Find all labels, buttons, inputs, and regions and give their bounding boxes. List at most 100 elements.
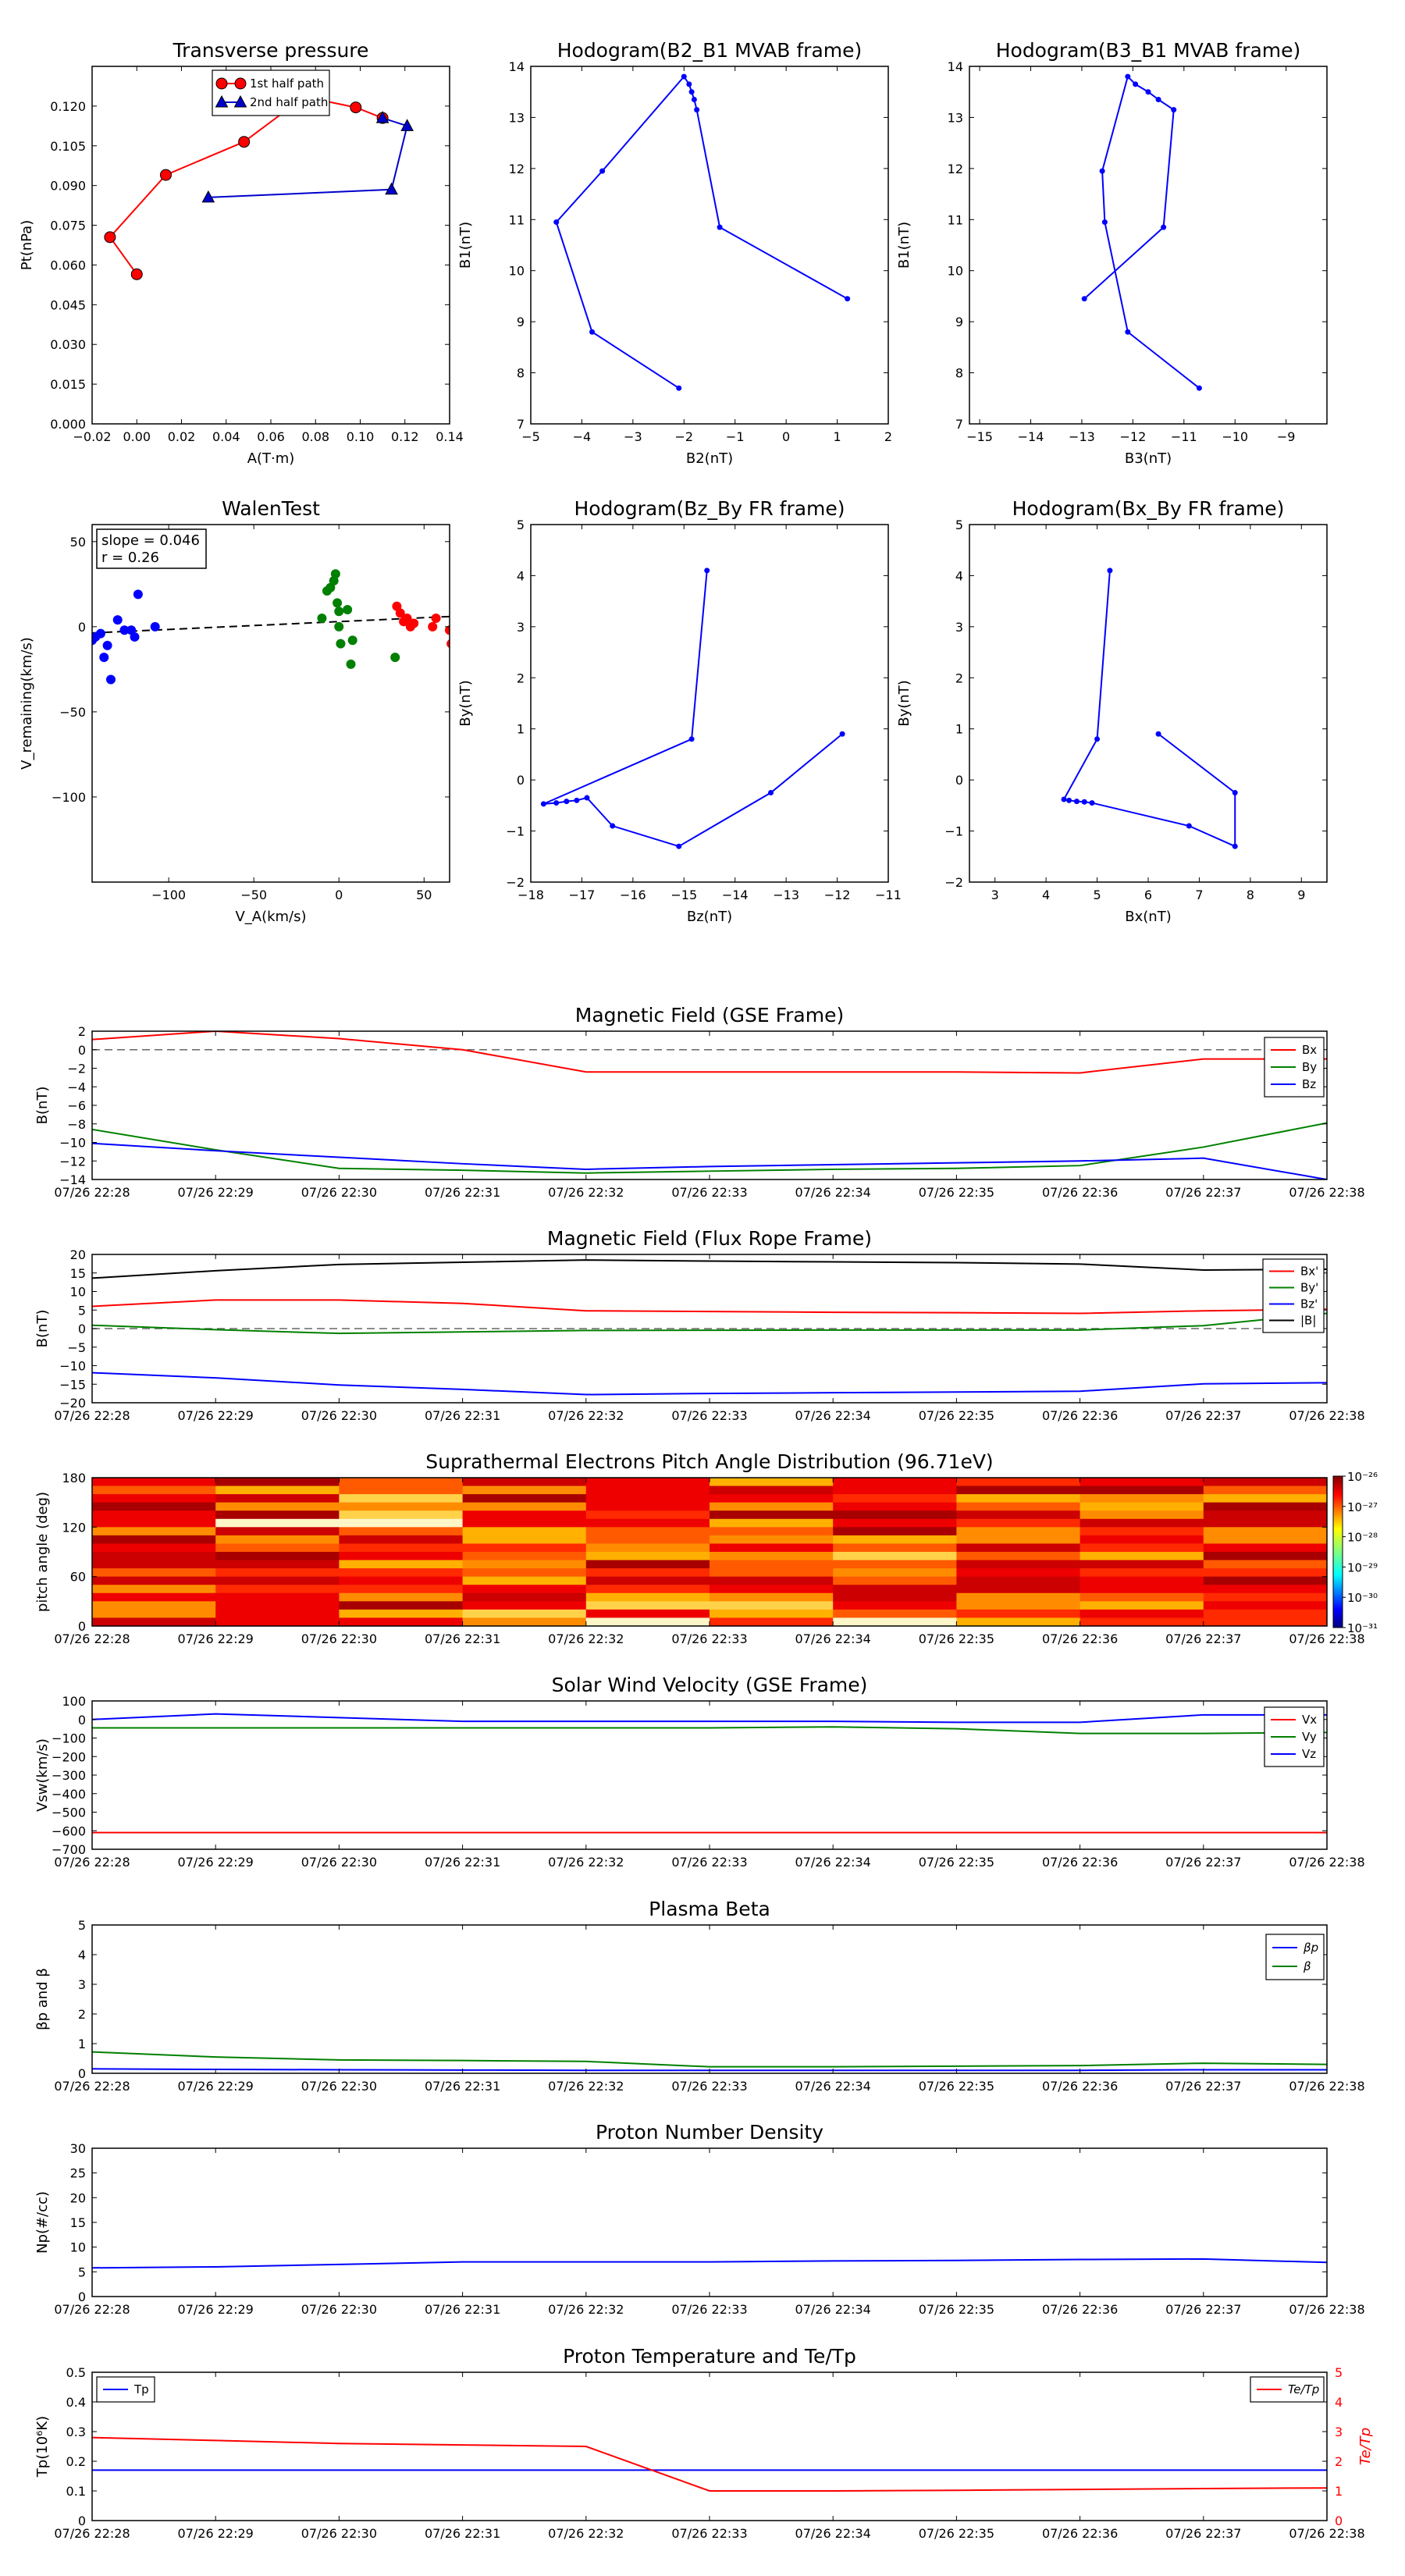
y-axis-label: Pt(nPa) bbox=[19, 220, 35, 270]
y-axis-label: Vsw(km/s) bbox=[34, 1738, 51, 1812]
data-point bbox=[390, 653, 400, 663]
data-point bbox=[104, 231, 116, 244]
x-tick-label: −12 bbox=[824, 888, 851, 902]
y-right-axis-label: Te/Tp bbox=[1357, 2428, 1374, 2465]
x-tick-label: 07/26 22:37 bbox=[1165, 1408, 1241, 1423]
chart-tp: Transverse pressure −0.02 0.00 0.02 0.04 0.06… bbox=[19, 39, 464, 467]
x-tick-label: 07/26 22:38 bbox=[1289, 1631, 1364, 1646]
x-tick-label: −11 bbox=[1171, 429, 1197, 444]
y-tick-label: 0 bbox=[78, 1619, 86, 1634]
heatmap-cell bbox=[956, 1601, 1081, 1610]
x-tick-label: 07/26 22:29 bbox=[178, 2302, 254, 2317]
x-tick-label: 07/26 22:37 bbox=[1165, 1855, 1241, 1870]
x-tick-label: 07/26 22:31 bbox=[425, 2079, 500, 2094]
y-tick-label: 8 bbox=[517, 366, 525, 381]
y-tick-label: −200 bbox=[52, 1749, 86, 1764]
heatmap-cell bbox=[92, 1527, 216, 1536]
plot-area bbox=[92, 1259, 1327, 1396]
y-tick-label: 15 bbox=[70, 1266, 86, 1281]
heatmap-cell bbox=[1203, 1518, 1328, 1528]
x-tick-label: 07/26 22:28 bbox=[54, 2302, 130, 2317]
chart-title: Hodogram(B2_B1 MVAB frame) bbox=[557, 39, 863, 62]
y-tick-label: 5 bbox=[955, 518, 963, 532]
heatmap-cell bbox=[92, 1568, 216, 1578]
y-tick-label: 9 bbox=[955, 315, 963, 329]
chart-wt: WalenTest −100 −50 0 50 −100 −50 0 50 V_A(km/s) V_… bbox=[19, 497, 450, 925]
heatmap-cell bbox=[833, 1478, 957, 1487]
x-tick-label: −100 bbox=[151, 888, 186, 902]
data-point bbox=[1099, 168, 1105, 174]
heatmap-cell bbox=[710, 1518, 834, 1528]
chart-title: Hodogram(Bz_By FR frame) bbox=[574, 497, 845, 520]
heatmap-cell bbox=[710, 1478, 834, 1487]
heatmap-cell bbox=[92, 1617, 216, 1627]
x-tick-label: −5 bbox=[521, 429, 540, 444]
x-tick-label: 07/26 22:29 bbox=[178, 2526, 254, 2541]
y-tick-label: 0.3 bbox=[66, 2425, 86, 2439]
data-point bbox=[584, 795, 590, 801]
chart-title: Solar Wind Velocity (GSE Frame) bbox=[552, 1674, 868, 1696]
y-tick-label: 7 bbox=[955, 417, 963, 432]
x-tick-label: 0 bbox=[335, 888, 343, 902]
legend-label: 2nd half path bbox=[250, 95, 328, 109]
data-point bbox=[574, 797, 580, 803]
x-tick-label: 0.10 bbox=[347, 429, 375, 444]
plot-frame bbox=[530, 66, 889, 425]
series-line-0 bbox=[92, 2258, 1327, 2269]
data-point bbox=[1186, 823, 1192, 829]
y-tick-label: 0.075 bbox=[50, 219, 86, 233]
chart-mffr: Magnetic Field (Flux Rope Frame) 07/26 22… bbox=[34, 1227, 1365, 1423]
y-tick-label: 11 bbox=[509, 212, 525, 227]
heatmap-cell bbox=[1080, 1485, 1204, 1495]
series-line-Vz bbox=[92, 1713, 1327, 1724]
data-point bbox=[238, 136, 251, 148]
x-tick-label: 07/26 22:29 bbox=[178, 2079, 254, 2094]
y-tick-label: 10 bbox=[948, 264, 963, 279]
heatmap-cell bbox=[215, 1609, 340, 1619]
heatmap-cell bbox=[215, 1592, 340, 1602]
data-point bbox=[400, 119, 414, 131]
x-tick-label: −10 bbox=[1222, 429, 1248, 444]
y-tick-label: −2 bbox=[506, 875, 525, 890]
legend-label: Bz bbox=[1302, 1077, 1316, 1091]
heatmap-cell bbox=[462, 1543, 587, 1553]
heatmap-cell bbox=[215, 1560, 340, 1569]
x-tick-label: 07/26 22:37 bbox=[1165, 2526, 1241, 2541]
x-tick-label: −11 bbox=[875, 888, 902, 902]
series-line-By' bbox=[92, 1312, 1327, 1335]
heatmap-cell bbox=[1080, 1552, 1204, 1561]
x-tick-label: 07/26 22:32 bbox=[548, 2079, 624, 2094]
plot-area bbox=[92, 1713, 1327, 1834]
data-point bbox=[1094, 736, 1101, 742]
y-tick-label: 0.1 bbox=[66, 2484, 86, 2499]
legend-box bbox=[212, 69, 330, 116]
heatmap-cell bbox=[215, 1518, 340, 1528]
x-tick-label: 07/26 22:28 bbox=[54, 1855, 130, 1870]
plot-frame bbox=[91, 1700, 1328, 1850]
heatmap-cell bbox=[833, 1609, 957, 1619]
heatmap-cell bbox=[92, 1478, 216, 1487]
y-tick-label: −100 bbox=[52, 1731, 86, 1746]
y-tick-label: −50 bbox=[59, 705, 86, 720]
plot-area bbox=[92, 1031, 1327, 1179]
data-point bbox=[676, 385, 682, 391]
x-axis-label: B3(nT) bbox=[1125, 450, 1172, 467]
plot-area bbox=[92, 569, 450, 685]
y-tick-label: 8 bbox=[955, 366, 963, 381]
y-tick-label: 14 bbox=[509, 59, 525, 74]
heatmap-cell bbox=[462, 1585, 587, 1594]
heatmap-cell bbox=[1080, 1576, 1204, 1585]
y-tick-label: −2 bbox=[67, 1062, 86, 1076]
chart-mfgse: Magnetic Field (GSE Frame) 07/26 22:28 07/… bbox=[34, 1004, 1365, 1200]
heatmap-cell bbox=[710, 1617, 834, 1627]
y-axis-label: V_remaining(km/s) bbox=[19, 637, 35, 770]
y-tick-label: 10 bbox=[70, 1285, 86, 1300]
y-tick-label: 0.120 bbox=[50, 99, 86, 114]
x-tick-label: 07/26 22:30 bbox=[301, 1408, 377, 1423]
x-tick-label: 2 bbox=[884, 429, 892, 444]
heatmap-cell bbox=[956, 1609, 1081, 1619]
x-tick-label: 07/26 22:36 bbox=[1042, 2526, 1118, 2541]
heatmap-cell bbox=[339, 1609, 464, 1619]
heatmap-cell bbox=[710, 1543, 834, 1553]
heatmap-cell bbox=[339, 1494, 464, 1503]
